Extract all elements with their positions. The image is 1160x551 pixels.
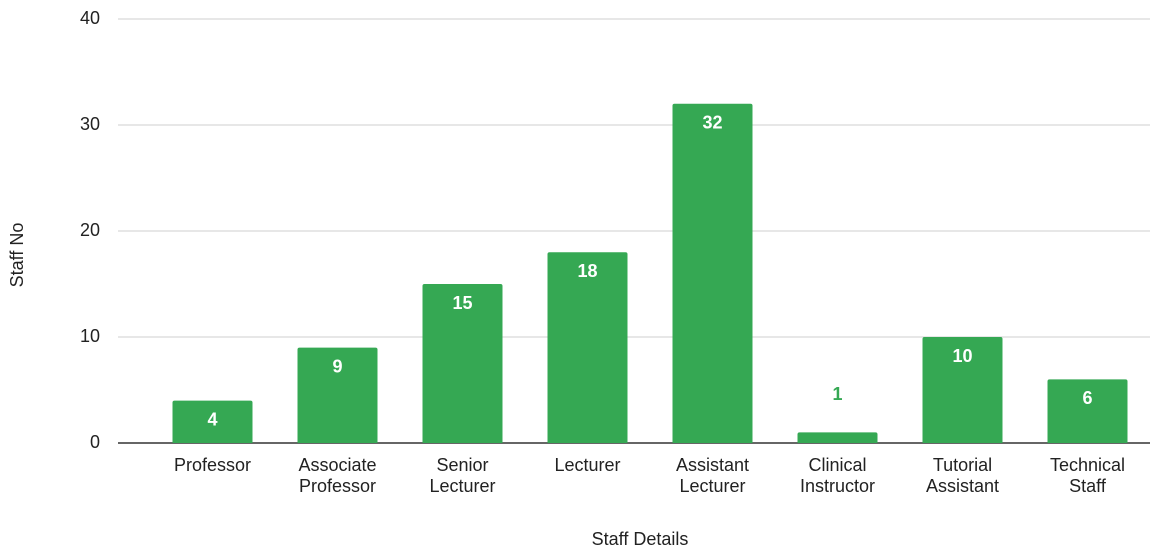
x-tick-label: Assistant Lecturer bbox=[676, 455, 749, 496]
bar bbox=[797, 432, 878, 443]
y-tick-label: 40 bbox=[80, 8, 100, 28]
value-label: 15 bbox=[452, 293, 472, 313]
bar bbox=[922, 337, 1003, 443]
x-tick-label: Technical Staff bbox=[1050, 455, 1125, 496]
y-tick-label: 30 bbox=[80, 114, 100, 134]
y-tick-label: 10 bbox=[80, 326, 100, 346]
value-label: 1 bbox=[832, 384, 842, 404]
y-tick-label: 20 bbox=[80, 220, 100, 240]
x-tick-label: Associate Professor bbox=[298, 455, 376, 496]
value-label: 18 bbox=[577, 261, 597, 281]
x-tick-label: Senior Lecturer bbox=[429, 455, 495, 496]
value-label: 4 bbox=[207, 409, 217, 429]
bar bbox=[172, 400, 253, 443]
bar bbox=[1047, 379, 1128, 443]
x-tick-label: Clinical Instructor bbox=[800, 455, 875, 496]
x-tick-label: Lecturer bbox=[554, 455, 620, 475]
bar bbox=[297, 347, 378, 443]
bar bbox=[547, 252, 628, 443]
x-tick-label: Professor bbox=[174, 455, 251, 475]
value-label: 10 bbox=[952, 346, 972, 366]
x-axis-title: Staff Details bbox=[592, 529, 689, 549]
value-label: 6 bbox=[1082, 388, 1092, 408]
y-axis-title: Staff No bbox=[7, 223, 27, 288]
value-label: 32 bbox=[702, 113, 722, 133]
bar bbox=[422, 284, 503, 443]
y-tick-label: 0 bbox=[90, 432, 100, 452]
value-label: 9 bbox=[332, 356, 342, 376]
x-tick-label: Tutorial Assistant bbox=[926, 455, 999, 496]
bar bbox=[672, 103, 753, 444]
